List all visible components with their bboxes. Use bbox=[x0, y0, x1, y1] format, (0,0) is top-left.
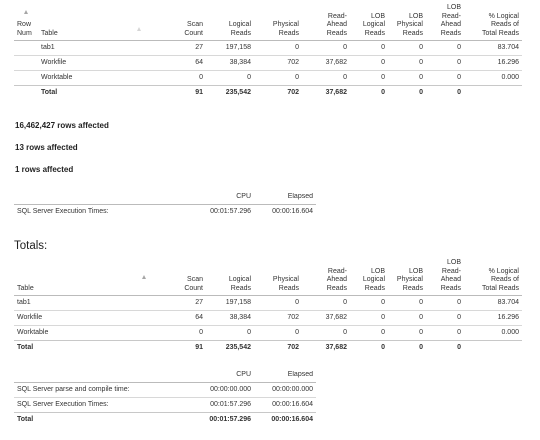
table-row: Workfile 64 38,384 702 37,682 0 0 0 16.2… bbox=[14, 310, 522, 326]
column-header-read-ahead-reads[interactable]: Read- Ahead Reads bbox=[302, 259, 350, 296]
table-row: Worktable 0 0 0 0 0 0 0 0.000 bbox=[14, 70, 522, 86]
column-header-table[interactable]: Table bbox=[14, 259, 158, 296]
rows-affected-message: 13 rows affected bbox=[15, 143, 78, 152]
column-header-physical-reads[interactable]: Physical Reads bbox=[254, 259, 302, 296]
totals-time-table: CPU Elapsed SQL Server parse and compile… bbox=[14, 371, 316, 427]
table-row: SQL Server parse and compile time: 00:00… bbox=[14, 381, 316, 397]
column-header-scan-count[interactable]: Scan Count bbox=[158, 259, 206, 296]
io-statistics-table: Row Num Table Scan Count Logical Reads P… bbox=[14, 4, 522, 100]
table-row: Worktable 0 0 0 0 0 0 0 0.000 bbox=[14, 325, 522, 341]
table-row: SQL Server Execution Times: 00:01:57.296… bbox=[14, 203, 316, 219]
execution-time-table: CPU Elapsed SQL Server Execution Times: … bbox=[14, 193, 316, 219]
totals-statistics-table: Table Scan Count Logical Reads Physical … bbox=[14, 259, 522, 355]
column-header-cpu[interactable]: CPU bbox=[186, 371, 254, 383]
column-header-read-ahead-reads[interactable]: Read- Ahead Reads bbox=[302, 4, 350, 41]
table-name-cell: tab1 bbox=[14, 295, 158, 311]
column-header-lob-logical-reads[interactable]: LOB Logical Reads bbox=[350, 259, 388, 296]
column-header-scan-count[interactable]: Scan Count bbox=[134, 4, 206, 41]
column-header-lob-read-ahead-reads[interactable]: LOB Read- Ahead Reads bbox=[426, 4, 464, 41]
total-row: Total 00:01:57.296 00:00:16.604 bbox=[14, 411, 316, 427]
column-header-pct-logical-reads[interactable]: % Logical Reads of Total Reads bbox=[464, 4, 522, 41]
total-row: Total 91 235,542 702 37,682 0 0 0 bbox=[14, 340, 522, 355]
table-row: tab1 27 197,158 0 0 0 0 0 83.704 bbox=[14, 40, 522, 56]
column-header-physical-reads[interactable]: Physical Reads bbox=[254, 4, 302, 41]
rows-affected-message: 1 rows affected bbox=[15, 165, 74, 174]
column-header-table[interactable]: Table bbox=[38, 4, 134, 41]
column-header-cpu[interactable]: CPU bbox=[186, 193, 254, 205]
table-row: SQL Server Execution Times: 00:01:57.296… bbox=[14, 396, 316, 412]
column-header-lob-read-ahead-reads[interactable]: LOB Read- Ahead Reads bbox=[426, 259, 464, 296]
sort-asc-icon bbox=[142, 275, 146, 279]
table-row: Workfile 64 38,384 702 37,682 0 0 0 16.2… bbox=[14, 55, 522, 71]
table-name-cell: Workfile bbox=[38, 55, 134, 71]
total-row: Total 91 235,542 702 37,682 0 0 0 bbox=[14, 85, 522, 100]
rows-affected-message: 16,462,427 rows affected bbox=[15, 121, 109, 130]
column-header-logical-reads[interactable]: Logical Reads bbox=[206, 4, 254, 41]
sort-icon bbox=[137, 27, 141, 31]
column-header-lob-physical-reads[interactable]: LOB Physical Reads bbox=[388, 4, 426, 41]
column-header-row-num[interactable]: Row Num bbox=[14, 4, 38, 41]
sort-asc-icon bbox=[24, 9, 28, 14]
table-name-cell: Worktable bbox=[38, 70, 134, 86]
table-name-cell: Worktable bbox=[14, 325, 158, 341]
table-name-cell: tab1 bbox=[38, 40, 134, 56]
column-header-elapsed[interactable]: Elapsed bbox=[254, 193, 316, 205]
column-header-pct-logical-reads[interactable]: % Logical Reads of Total Reads bbox=[464, 259, 522, 296]
column-header-lob-logical-reads[interactable]: LOB Logical Reads bbox=[350, 4, 388, 41]
column-header-lob-physical-reads[interactable]: LOB Physical Reads bbox=[388, 259, 426, 296]
column-header-elapsed[interactable]: Elapsed bbox=[254, 371, 316, 383]
table-name-cell: Workfile bbox=[14, 310, 158, 326]
totals-title: Totals: bbox=[14, 240, 48, 252]
column-header-logical-reads[interactable]: Logical Reads bbox=[206, 259, 254, 296]
table-row: tab1 27 197,158 0 0 0 0 0 83.704 bbox=[14, 295, 522, 311]
